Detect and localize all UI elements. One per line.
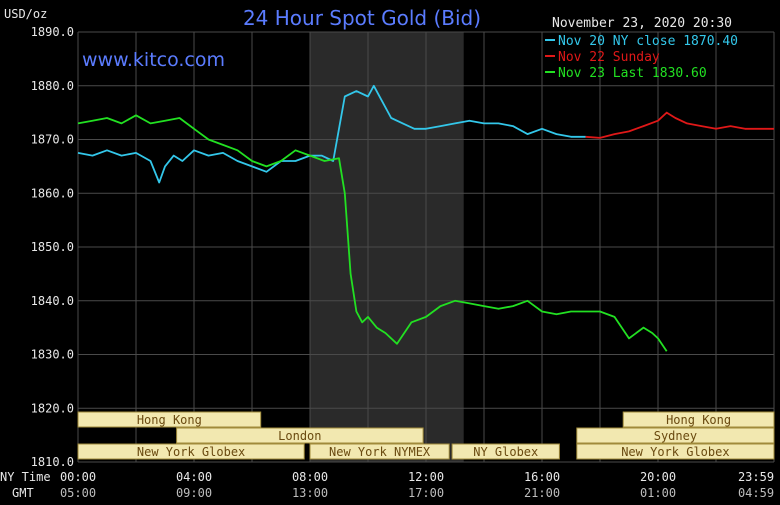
series-ny-close — [77, 84, 586, 184]
session-bar — [77, 411, 262, 428]
series-last — [77, 114, 668, 352]
session-label: New York NYMEX — [329, 445, 431, 459]
session-label: London — [278, 429, 321, 443]
chart-title: 24 Hour Spot Gold (Bid) — [243, 6, 481, 30]
x-tick-label-ny: 04:00 — [176, 470, 212, 484]
x-tick-label-gmt: 17:00 — [408, 486, 444, 500]
y-tick-label: 1860.0 — [31, 186, 74, 200]
legend-item-ny-close: Nov 20 NY close 1870.40 — [558, 34, 738, 49]
session-label: Hong Kong — [666, 413, 731, 427]
session-bar — [309, 443, 450, 460]
x-tick-label-gmt: 01:00 — [640, 486, 676, 500]
series-sunday — [585, 111, 774, 139]
legend-item-last: Nov 23 Last 1830.60 — [558, 66, 707, 81]
grid-layer — [77, 31, 775, 463]
x-tick-label-ny: 20:00 — [640, 470, 676, 484]
session-label: New York Globex — [621, 445, 729, 459]
x-tick-label-gmt: 05:00 — [60, 486, 96, 500]
session-bar — [451, 443, 560, 460]
session-bar — [77, 443, 305, 460]
y-tick-label: 1880.0 — [31, 79, 74, 93]
session-bar — [176, 427, 424, 444]
session-label: NY Globex — [473, 445, 538, 459]
legend: Nov 20 NY close 1870.40 Nov 22 Sunday No… — [545, 34, 738, 81]
x-tick-label-ny: 12:00 — [408, 470, 444, 484]
session-bar — [576, 443, 775, 460]
x-tick-label-ny: 00:00 — [60, 470, 96, 484]
x-tick-label-gmt: 13:00 — [292, 486, 328, 500]
x-tick-label-gmt: 04:59 — [738, 486, 774, 500]
session-label: Sydney — [654, 429, 697, 443]
y-tick-label: 1840.0 — [31, 294, 74, 308]
session-label: Hong Kong — [137, 413, 202, 427]
y-tick-label: 1850.0 — [31, 240, 74, 254]
y-tick-label: 1870.0 — [31, 133, 74, 147]
series-layer — [77, 84, 774, 352]
session-bars: Hong Kong Hong Kong London Sydney New York G… — [77, 411, 775, 460]
date-time: November 23, 2020 20:30 — [552, 16, 732, 31]
x-tick-label-ny: 23:59 — [738, 470, 774, 484]
x-tick-label-gmt: 21:00 — [524, 486, 560, 500]
gmt-label: GMT — [12, 486, 34, 500]
legend-item-sunday: Nov 22 Sunday — [558, 50, 660, 65]
x-tick-label-ny: 16:00 — [524, 470, 560, 484]
x-tick-label-ny: 08:00 — [292, 470, 328, 484]
x-tick-label-gmt: 09:00 — [176, 486, 212, 500]
y-unit-label: USD/oz — [4, 7, 47, 21]
session-bar — [576, 427, 775, 444]
y-tick-label: 1810.0 — [31, 455, 74, 469]
session-label: New York Globex — [137, 445, 245, 459]
website-link[interactable]: www.kitco.com — [82, 49, 225, 71]
ny-time-label: NY Time — [0, 470, 51, 484]
axis-layer: 1890.0 1880.0 1870.0 1860.0 1850.0 1840.0 1830… — [31, 25, 774, 500]
y-tick-label: 1820.0 — [31, 401, 74, 415]
y-tick-label: 1830.0 — [31, 348, 74, 362]
y-tick-label: 1890.0 — [31, 25, 74, 39]
session-bar — [622, 411, 775, 428]
